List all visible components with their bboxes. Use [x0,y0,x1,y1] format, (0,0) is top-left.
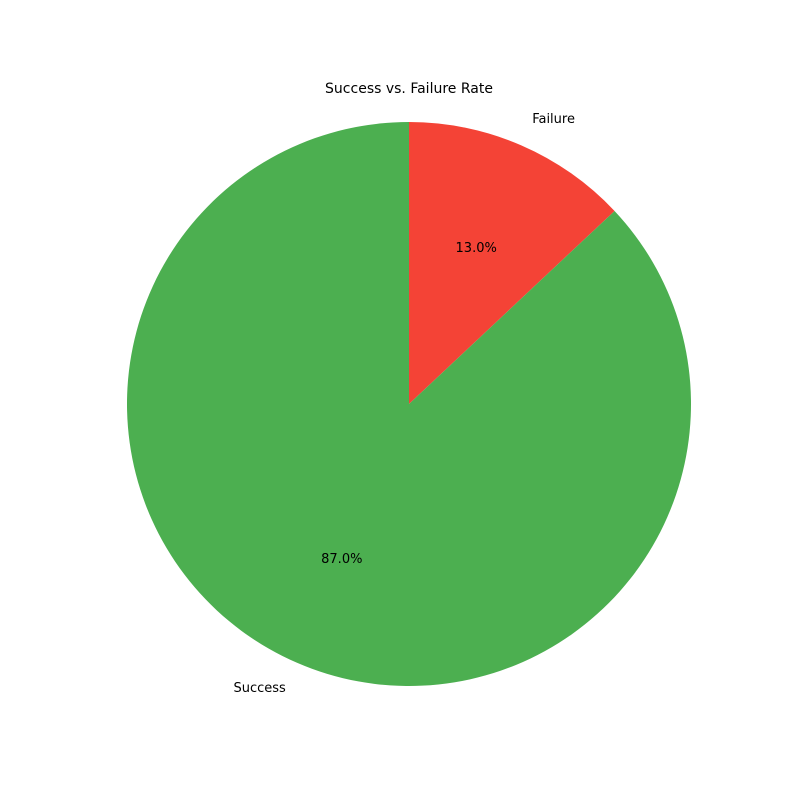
percent-label-failure: 13.0% [456,241,497,256]
pie-slices [126,122,691,687]
pie-labels: Failure 13.0% Success 87.0% [233,112,575,696]
percent-label-success: 87.0% [321,552,362,567]
chart-title: Success vs. Failure Rate [325,81,493,97]
pie-slice-success [126,122,691,687]
slice-label-success: Success [233,681,286,696]
slice-label-failure: Failure [532,112,575,127]
pie-slice-failure [409,122,615,404]
